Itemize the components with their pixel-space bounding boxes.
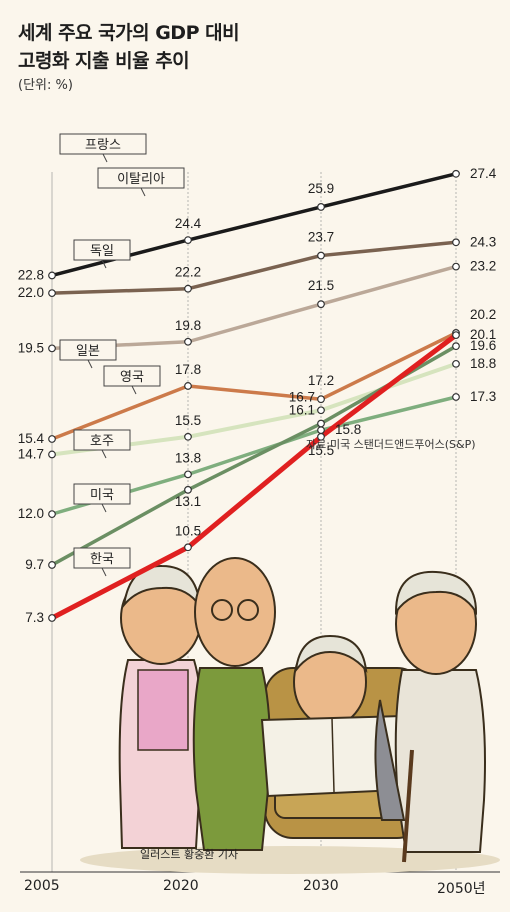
data-label: 15.8 <box>335 422 361 437</box>
series-tag-0: 프랑스 <box>59 133 147 163</box>
data-label: 22.0 <box>18 285 44 300</box>
data-point <box>48 435 56 443</box>
data-point <box>452 342 460 351</box>
series-line-1 <box>51 240 457 295</box>
data-point <box>184 432 192 441</box>
series-name: 영국 <box>120 370 144 385</box>
data-label: 23.2 <box>470 259 496 274</box>
data-point <box>317 419 325 428</box>
data-label: 23.7 <box>308 230 334 245</box>
x-tick-2050: 2050년 <box>437 881 486 897</box>
data-point <box>184 236 192 244</box>
data-label: 21.5 <box>308 278 334 293</box>
data-label: 9.7 <box>25 557 44 572</box>
data-point <box>184 284 192 293</box>
data-point <box>452 169 460 178</box>
data-label: 19.5 <box>18 340 44 355</box>
data-label: 13.8 <box>175 450 201 465</box>
data-label: 10.5 <box>175 523 201 538</box>
data-label: 19.6 <box>470 338 496 353</box>
series-tag-1: 이탈리아 <box>97 167 185 197</box>
series-name: 독일 <box>90 244 114 259</box>
data-label: 24.3 <box>470 234 496 249</box>
data-point <box>48 271 56 280</box>
series-tag-6: 미국 <box>73 483 131 513</box>
data-label: 20.1 <box>470 327 496 342</box>
series-name: 프랑스 <box>85 138 121 153</box>
data-label: 15.5 <box>308 443 334 458</box>
data-point <box>184 485 192 494</box>
data-point <box>317 203 325 211</box>
data-label: 18.8 <box>470 356 496 371</box>
data-label: 13.1 <box>175 494 201 509</box>
series-name: 한국 <box>90 552 114 567</box>
illustrator-credit: 일러스트 황중환 기자 <box>140 848 239 861</box>
data-label: 19.8 <box>175 318 201 333</box>
data-label: 22.8 <box>18 267 44 282</box>
data-label: 15.5 <box>175 413 201 428</box>
data-label: 22.2 <box>175 265 201 280</box>
chart-title-line2: 고령화 지출 비율 추이 <box>18 50 190 72</box>
series-name: 일본 <box>76 344 100 359</box>
data-label: 14.7 <box>18 446 44 461</box>
series-tag-2: 독일 <box>73 239 131 269</box>
source-note: 자료:미국 스탠더드앤드푸어스(S&P) <box>306 438 476 451</box>
data-label: 12.0 <box>18 506 44 521</box>
data-label: 16.1 <box>289 403 315 418</box>
data-point <box>184 543 192 552</box>
data-point <box>317 395 325 404</box>
data-point <box>184 337 192 346</box>
x-tick-2005: 2005 <box>24 878 60 894</box>
series-tag-4: 영국 <box>103 365 161 395</box>
x-tick-2020: 2020 <box>163 878 199 894</box>
data-point <box>184 470 192 479</box>
data-point <box>48 450 56 459</box>
data-label: 7.3 <box>25 610 44 625</box>
data-label: 27.4 <box>470 166 497 181</box>
data-point <box>452 331 460 340</box>
data-point <box>452 393 460 401</box>
data-point <box>48 561 56 569</box>
elderly-people-illustration <box>80 557 500 874</box>
series-tag-3: 일본 <box>59 339 117 369</box>
chart-title-line1: 세계 주요 국가의 GDP 대비 <box>18 22 240 44</box>
data-point <box>452 238 460 247</box>
series-line-3 <box>51 331 457 441</box>
data-point <box>317 251 325 260</box>
data-point <box>452 359 460 368</box>
series-name: 미국 <box>90 488 114 503</box>
data-point <box>317 432 325 441</box>
series-tag-5: 호주 <box>73 429 131 459</box>
data-label: 25.9 <box>308 181 334 196</box>
series-name: 호주 <box>90 434 114 449</box>
data-label: 20.2 <box>470 307 496 322</box>
data-label: 24.4 <box>175 216 202 231</box>
data-point <box>317 426 325 435</box>
series-line-7 <box>50 333 458 621</box>
data-label: 17.3 <box>470 389 496 404</box>
data-point <box>184 382 192 390</box>
unit-label: (단위: %) <box>18 78 73 93</box>
data-point <box>452 262 460 271</box>
series-tag-7: 한국 <box>73 547 131 577</box>
data-label: 17.8 <box>175 362 201 377</box>
data-label: 17.2 <box>308 373 334 388</box>
data-point <box>48 289 56 298</box>
series-name: 이탈리아 <box>117 172 165 187</box>
data-point <box>317 300 325 309</box>
data-point <box>48 344 56 353</box>
data-point <box>317 406 325 415</box>
x-tick-2030: 2030 <box>303 878 339 894</box>
series-line-2 <box>51 264 457 351</box>
data-label: 16.7 <box>289 389 315 404</box>
data-label: 15.4 <box>18 431 45 446</box>
data-point <box>48 614 56 622</box>
data-point <box>48 510 56 519</box>
